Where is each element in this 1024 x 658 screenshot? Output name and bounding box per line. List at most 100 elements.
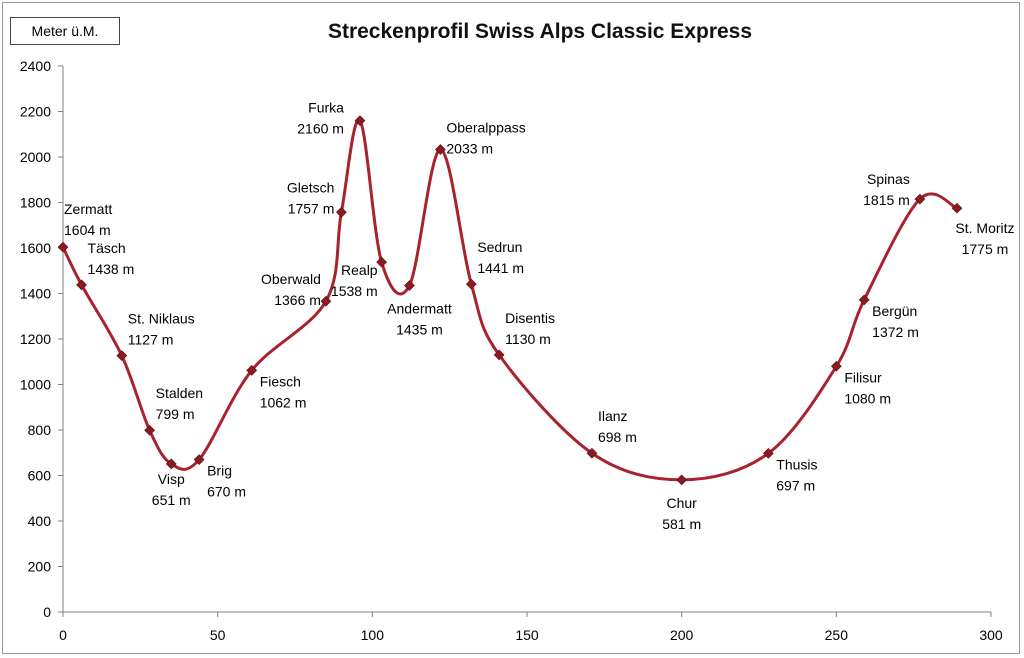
station-elevation: 1438 m [88,261,135,277]
station-name: Furka [308,100,344,116]
station-elevation: 651 m [152,492,191,508]
station-marker-10 [376,256,387,268]
station-marker-0 [57,241,69,253]
station-name: Spinas [867,171,910,187]
station-elevation: 1130 m [505,331,551,347]
station-elevation: 1062 m [260,394,307,410]
station-name: Brig [207,463,232,479]
station-elevation: 670 m [207,484,246,500]
station-label-21: St. Moritz 1775 m [955,220,1014,257]
x-tick-label: 250 [825,627,849,643]
station-elevation: 2160 m [297,121,344,137]
station-label-14: Disentis 1130 m [505,310,555,347]
y-axis-unit-label: Meter ü.M. [10,17,120,45]
y-tick-label: 800 [28,422,52,438]
x-tick-label: 100 [361,627,385,643]
station-label-12: Oberalppass 2033 m [446,119,525,156]
station-name: Realp [341,262,378,278]
station-label-5: Brig 670 m [207,463,246,500]
station-marker-17 [762,448,774,459]
elevation-line [61,118,958,482]
chart-title: Streckenprofil Swiss Alps Classic Expres… [327,20,753,43]
station-elevation: 1366 m [274,292,321,308]
station-marker-5 [193,454,205,465]
station-name: Sedrun [477,239,522,255]
station-label-3: Stalden 799 m [156,385,203,422]
station-marker-1 [76,279,87,291]
station-marker-20 [914,193,926,205]
y-tick-label: 400 [28,513,52,529]
station-marker-19 [858,294,870,306]
station-marker-7 [320,295,332,307]
station-elevation: 1538 m [331,283,378,299]
station-name: Oberwald [261,271,321,287]
station-marker-2 [116,350,128,361]
station-label-6: Fiesch 1062 m [260,373,307,410]
station-marker-14 [493,349,505,361]
station-label-20: Spinas 1815 m [863,171,910,208]
station-marker-15 [586,447,598,459]
station-elevation: 698 m [598,429,637,445]
station-elevation: 581 m [662,516,701,532]
station-name: Disentis [505,310,555,326]
y-tick-label: 2400 [20,58,51,74]
station-elevation: 1441 m [477,260,524,276]
station-elevation: 1127 m [128,332,174,348]
x-tick-label: 300 [979,627,1003,643]
station-elevation: 2033 m [446,140,493,156]
station-name: Fiesch [260,373,301,389]
station-label-7: Oberwald 1366 m [261,271,321,308]
x-tick-label: 50 [210,627,226,643]
station-name: Visp [158,471,185,487]
station-marker-12 [435,144,446,155]
station-marker-18 [830,360,842,372]
station-elevation: 1435 m [396,322,443,338]
y-tick-label: 1400 [20,286,51,302]
station-marker-16 [676,474,688,486]
y-tick-label: 1000 [20,377,51,393]
station-label-19: Bergün 1372 m [872,303,919,340]
station-label-13: Sedrun 1441 m [477,239,524,276]
station-markers [57,115,963,486]
station-name: Zermatt [64,201,112,217]
station-marker-4 [165,458,177,470]
station-elevation: 1815 m [863,192,910,208]
y-tick-label: 200 [28,559,52,575]
station-label-18: Filisur 1080 m [844,369,891,406]
station-labels: Zermatt 1604 m Täsch 1438 m St. Niklaus 1127 … [64,100,1015,532]
station-label-16: Chur 581 m [662,495,701,532]
station-label-9: Furka 2160 m [297,100,344,137]
station-label-8: Gletsch 1757 m [287,179,334,216]
station-marker-6 [246,365,258,376]
y-tick-label: 0 [43,604,51,620]
station-label-15: Ilanz 698 m [598,408,637,445]
station-name: Filisur [844,369,882,385]
station-elevation: 1604 m [64,222,111,238]
x-tick-label: 200 [670,627,694,643]
station-name: Täsch [88,240,126,256]
x-tick-label: 0 [59,627,67,643]
station-marker-11 [404,280,415,291]
station-elevation: 1372 m [872,324,919,340]
station-name: Andermatt [387,301,452,317]
station-name: Gletsch [287,179,334,195]
station-elevation: 697 m [776,477,815,493]
y-tick-label: 600 [28,468,52,484]
y-tick-label: 1800 [20,195,51,211]
station-label-17: Thusis 697 m [776,456,817,493]
y-tick-label: 2200 [20,104,51,120]
station-marker-3 [144,424,155,436]
station-elevation: 1757 m [288,200,335,216]
y-tick-label: 2000 [20,149,51,165]
station-name: Ilanz [598,408,628,424]
station-name: Stalden [156,385,203,401]
station-elevation: 1080 m [844,390,891,406]
station-name: St. Moritz [955,220,1014,236]
axes: 0200400600800100012001400160018002000220… [20,58,1003,643]
station-elevation: 799 m [156,406,195,422]
y-tick-label: 1200 [20,331,51,347]
station-marker-13 [465,278,477,290]
station-label-0: Zermatt 1604 m [64,201,112,238]
station-label-1: Täsch 1438 m [88,240,135,277]
